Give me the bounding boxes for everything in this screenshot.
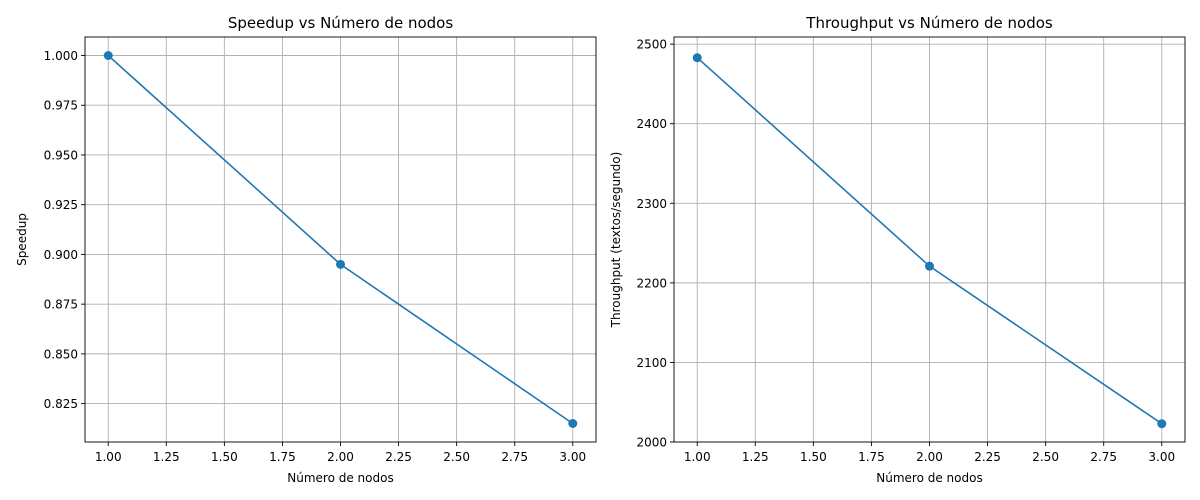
throughput-chart-title: Throughput vs Número de nodos (805, 14, 1053, 32)
speedup-x-tick-label-7: 2.75 (501, 450, 528, 464)
speedup-chart-title: Speedup vs Número de nodos (228, 14, 454, 32)
speedup-x-tick-label-1: 1.25 (153, 450, 180, 464)
throughput-axes-frame (673, 36, 1186, 443)
speedup-y-tick-label-1: 0.850 (44, 347, 78, 361)
speedup-axes-frame (84, 36, 597, 443)
speedup-x-tick-label-0: 1.00 (95, 450, 122, 464)
throughput-y-tick-label-2: 2200 (636, 276, 667, 290)
speedup-point-2 (568, 419, 578, 429)
throughput-x-axis-label: Número de nodos (876, 471, 982, 485)
speedup-x-tick-label-4: 2.00 (327, 450, 354, 464)
throughput-x-tick-label-3: 1.75 (858, 450, 885, 464)
throughput-y-tick-label-4: 2400 (636, 117, 667, 131)
throughput-x-tick-label-4: 2.00 (916, 450, 943, 464)
throughput-y-tick-label-0: 2000 (636, 436, 667, 450)
throughput-x-tick-label-5: 2.25 (974, 450, 1001, 464)
throughput-x-tick-label-6: 2.50 (1032, 450, 1059, 464)
speedup-point-0 (103, 50, 113, 60)
throughput-y-tick-label-3: 2300 (636, 197, 667, 211)
speedup-y-tick-label-4: 0.925 (44, 198, 78, 212)
throughput-chart: 1.00 1.25 1.50 1.75 2.00 2.25 2.50 2.75 3.00 2000… (609, 14, 1186, 485)
throughput-point-0 (692, 53, 702, 63)
speedup-y-tick-label-3: 0.900 (44, 248, 78, 262)
throughput-x-tick-label-7: 2.75 (1090, 450, 1117, 464)
speedup-x-axis-label: Número de nodos (287, 471, 393, 485)
speedup-y-tick-label-7: 1.000 (44, 49, 78, 63)
throughput-point-2 (1157, 419, 1167, 429)
speedup-y-tick-label-0: 0.825 (44, 397, 78, 411)
speedup-point-1 (336, 259, 345, 269)
speedup-y-tick-label-6: 0.975 (44, 99, 78, 113)
speedup-x-tick-label-6: 2.50 (443, 450, 470, 464)
throughput-y-tick-label-1: 2100 (636, 356, 667, 370)
throughput-x-tick-label-2: 1.50 (800, 450, 827, 464)
throughput-y-tick-label-5: 2500 (636, 38, 667, 52)
throughput-x-tick-label-1: 1.25 (742, 450, 769, 464)
throughput-point-1 (925, 261, 934, 271)
speedup-chart: 1.00 1.25 1.50 1.75 2.00 2.25 2.50 2.75 3.00 0.82… (15, 14, 597, 485)
throughput-x-tick-label-8: 3.00 (1148, 450, 1175, 464)
speedup-x-tick-label-3: 1.75 (269, 450, 296, 464)
throughput-x-tick-label-0: 1.00 (684, 450, 711, 464)
speedup-y-tick-label-2: 0.875 (44, 298, 78, 312)
throughput-y-axis-label: Throughput (textos/segundo) (609, 152, 623, 329)
speedup-y-tick-label-5: 0.950 (44, 148, 78, 162)
speedup-x-tick-label-5: 2.25 (385, 450, 412, 464)
speedup-y-axis-label: Speedup (15, 213, 29, 266)
speedup-x-tick-label-8: 3.00 (559, 450, 586, 464)
speedup-x-tick-label-2: 1.50 (211, 450, 238, 464)
